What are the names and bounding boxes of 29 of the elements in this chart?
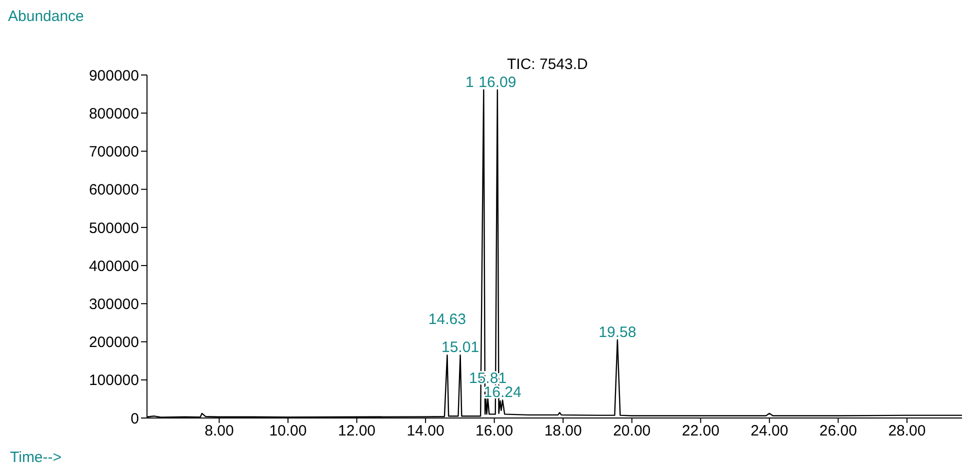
y-tick-label: 900000	[88, 67, 139, 84]
x-tick-label: 8.00	[204, 422, 234, 440]
annotation: 1	[465, 74, 474, 91]
y-tick-label: 500000	[88, 220, 139, 237]
y-tick-label: 200000	[88, 334, 139, 352]
x-tick-label: 26.00	[819, 422, 857, 440]
annotation: 15.01	[442, 339, 480, 356]
y-tick-label: 300000	[88, 296, 139, 313]
x-tick-label: 12.00	[338, 422, 376, 440]
annotation: 16.09	[478, 74, 516, 91]
y-tick-label: 0	[130, 410, 139, 428]
x-tick-label: 10.00	[269, 422, 307, 440]
x-tick-label: 14.00	[406, 422, 444, 440]
annotation: 19.58	[598, 324, 636, 341]
annotation: 14.63	[428, 311, 466, 328]
x-tick-label: 22.00	[682, 422, 720, 440]
x-tick-label: 28.00	[888, 422, 926, 440]
y-tick-label: 100000	[88, 372, 139, 390]
x-tick-label: 16.00	[476, 422, 514, 440]
y-tick-label: 600000	[88, 182, 139, 199]
y-axis-title: Abundance	[8, 8, 84, 25]
x-tick-label: 24.00	[750, 422, 788, 440]
x-tick-label: 20.00	[613, 422, 651, 440]
x-tick-label: 18.00	[544, 422, 582, 440]
y-tick-label: 800000	[88, 105, 139, 122]
x-axis-title: Time-->	[10, 449, 62, 466]
y-tick-label: 400000	[88, 258, 139, 275]
chart-title: TIC: 7543.D	[507, 56, 588, 73]
y-tick-label: 700000	[88, 144, 139, 161]
